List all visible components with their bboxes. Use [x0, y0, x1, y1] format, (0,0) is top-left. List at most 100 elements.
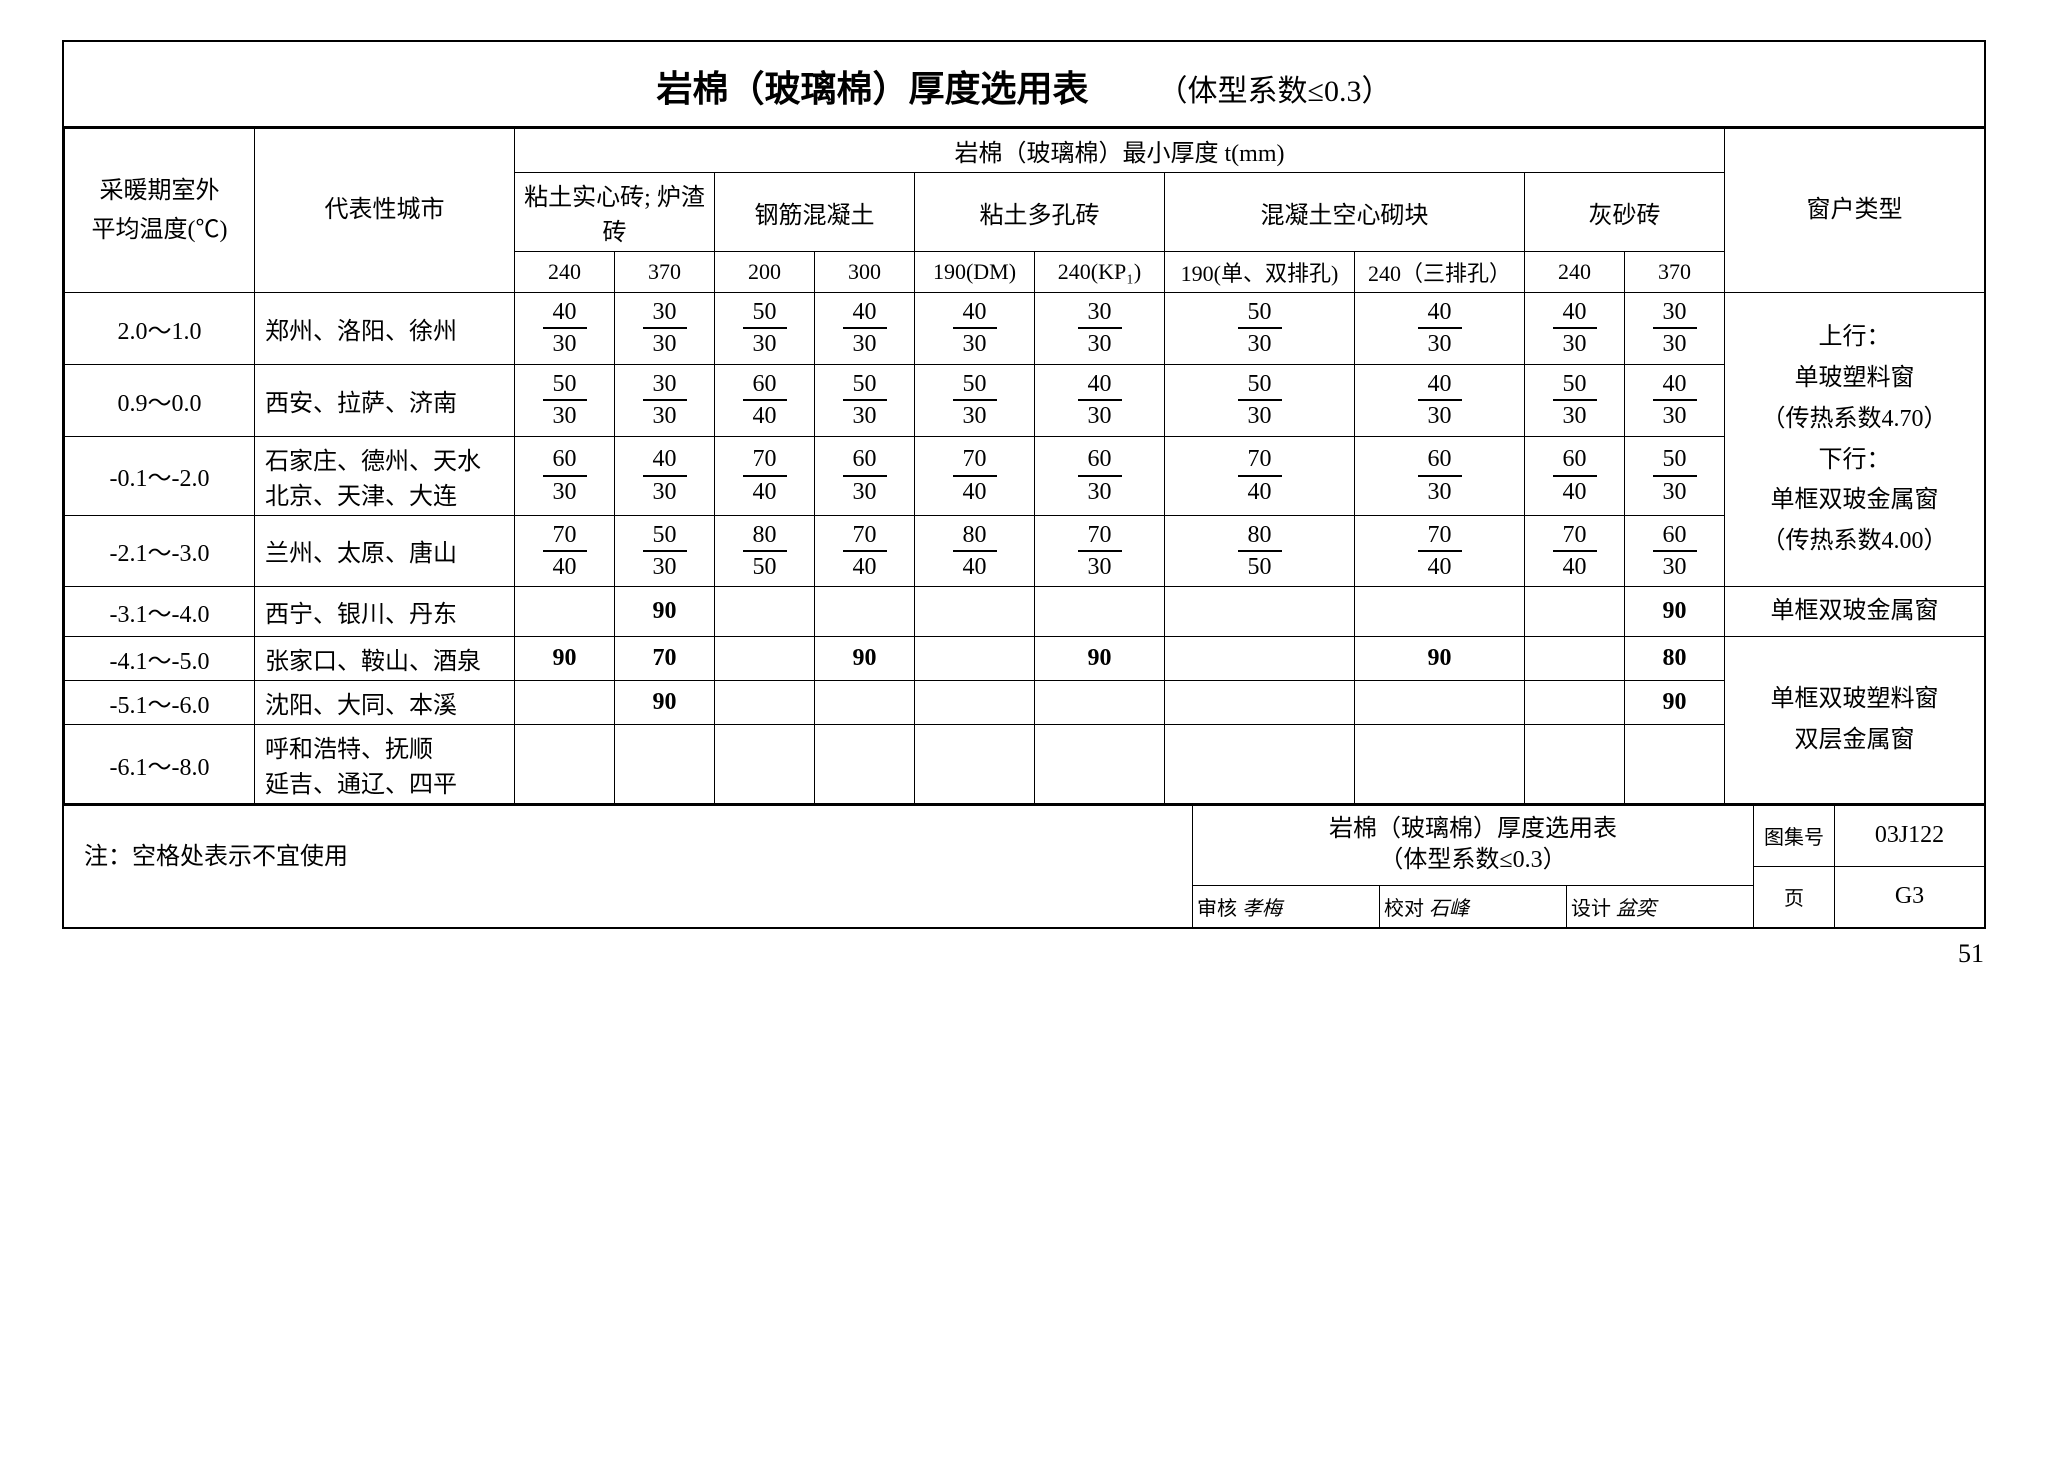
group-header-cell: 钢筋混凝土	[715, 173, 915, 252]
table-row: 0.9～0.0西安、拉萨、济南5030303060405030503040305…	[65, 364, 1985, 436]
footnote: 注：空格处表示不宜使用	[64, 806, 1193, 926]
value-cell: 90	[615, 681, 715, 725]
value-cell: 7040	[515, 515, 615, 587]
value-cell	[915, 725, 1035, 804]
temp-cell: -6.1～-8.0	[65, 725, 255, 804]
value-cell: 3030	[1625, 293, 1725, 365]
page-title: 岩棉（玻璃棉）厚度选用表	[657, 69, 1089, 109]
value-cell: 3030	[615, 364, 715, 436]
value-cell: 90	[815, 637, 915, 681]
sub-header-cell: 200	[715, 252, 815, 293]
value-cell	[815, 587, 915, 637]
col-window-header: 窗户类型	[1725, 129, 1985, 293]
table-row: -0.1～-2.0石家庄、德州、天水 北京、天津、大连6030403070406…	[65, 436, 1985, 515]
group-header-cell: 灰砂砖	[1525, 173, 1725, 252]
value-cell: 6040	[1525, 436, 1625, 515]
value-cell	[515, 725, 615, 804]
value-cell: 4030	[815, 293, 915, 365]
city-cell: 西宁、银川、丹东	[255, 587, 515, 637]
value-cell	[815, 725, 915, 804]
value-cell: 6030	[1035, 436, 1165, 515]
temp-cell: -4.1～-5.0	[65, 637, 255, 681]
value-cell: 5030	[1165, 364, 1355, 436]
meta-value: 03J122	[1835, 806, 1984, 866]
table-row: -2.1～-3.0兰州、太原、唐山70405030805070408040703…	[65, 515, 1985, 587]
temp-cell: 0.9～0.0	[65, 364, 255, 436]
value-cell: 7040	[1355, 515, 1525, 587]
value-cell: 8040	[915, 515, 1035, 587]
temp-cell: 2.0～1.0	[65, 293, 255, 365]
meta-label: 图集号	[1754, 806, 1835, 866]
value-cell	[915, 587, 1035, 637]
value-cell	[1165, 637, 1355, 681]
value-cell	[715, 587, 815, 637]
value-cell: 8050	[1165, 515, 1355, 587]
value-cell: 3030	[615, 293, 715, 365]
signature-cell: 校对 石峰	[1380, 886, 1567, 927]
value-cell	[515, 681, 615, 725]
value-cell: 5030	[515, 364, 615, 436]
sub-header-cell: 370	[615, 252, 715, 293]
value-cell: 6030	[1625, 515, 1725, 587]
window-notes-cell: 上行： 单玻塑料窗 （传热系数4.70） 下行： 单框双玻金属窗 （传热系数4.…	[1725, 293, 1985, 587]
value-cell	[1525, 637, 1625, 681]
value-cell: 6030	[815, 436, 915, 515]
value-cell: 6040	[715, 364, 815, 436]
value-cell: 90	[1355, 637, 1525, 681]
group-header-cell: 混凝土空心砌块	[1165, 173, 1525, 252]
table-row: -5.1～-6.0沈阳、大同、本溪9090	[65, 681, 1985, 725]
value-cell	[1035, 725, 1165, 804]
value-cell: 7040	[815, 515, 915, 587]
page-subtitle: （体型系数≤0.3）	[1158, 75, 1392, 108]
value-cell: 7040	[1165, 436, 1355, 515]
value-cell: 5030	[1165, 293, 1355, 365]
signature-cell: 审核 孝梅	[1193, 886, 1380, 927]
sub-header-cell: 240	[515, 252, 615, 293]
signature-cell: 设计 盆奕	[1567, 886, 1753, 927]
value-cell	[715, 725, 815, 804]
meta-label: 页	[1754, 867, 1835, 927]
value-cell: 5030	[815, 364, 915, 436]
value-cell	[1355, 681, 1525, 725]
window-type-cell: 单框双玻塑料窗 双层金属窗	[1725, 637, 1985, 804]
value-cell: 4030	[1525, 293, 1625, 365]
temp-cell: -0.1～-2.0	[65, 436, 255, 515]
footer-title: 岩棉（玻璃棉）厚度选用表 （体型系数≤0.3）	[1329, 816, 1617, 873]
table-row: -3.1～-4.0西宁、银川、丹东9090单框双玻金属窗	[65, 587, 1985, 637]
value-cell: 90	[1625, 587, 1725, 637]
sub-header-cell: 240（三排孔）	[1355, 252, 1525, 293]
value-cell: 3030	[1035, 293, 1165, 365]
temp-cell: -2.1～-3.0	[65, 515, 255, 587]
group-header: 岩棉（玻璃棉）最小厚度 t(mm)	[515, 129, 1725, 173]
sub-header-cell: 300	[815, 252, 915, 293]
city-cell: 石家庄、德州、天水 北京、天津、大连	[255, 436, 515, 515]
sub-header-cell: 240(KP₁)	[1035, 252, 1165, 293]
sub-header-cell: 190(单、双排孔)	[1165, 252, 1355, 293]
sub-header-cell: 240	[1525, 252, 1625, 293]
temp-cell: -3.1～-4.0	[65, 587, 255, 637]
value-cell	[1625, 725, 1725, 804]
value-cell	[1355, 725, 1525, 804]
value-cell	[915, 681, 1035, 725]
table-row: 2.0～1.0郑州、洛阳、徐州4030303050304030403030305…	[65, 293, 1985, 365]
city-cell: 西安、拉萨、济南	[255, 364, 515, 436]
value-cell: 5030	[1625, 436, 1725, 515]
value-cell: 80	[1625, 637, 1725, 681]
value-cell	[1165, 587, 1355, 637]
value-cell: 5030	[915, 364, 1035, 436]
table-head: 采暖期室外 平均温度(℃) 代表性城市 岩棉（玻璃棉）最小厚度 t(mm) 窗户…	[65, 129, 1985, 293]
value-cell	[1525, 587, 1625, 637]
value-cell: 6030	[515, 436, 615, 515]
value-cell	[915, 637, 1035, 681]
value-cell	[1525, 681, 1625, 725]
value-cell	[1355, 587, 1525, 637]
group-header-cell: 粘土实心砖; 炉渣砖	[515, 173, 715, 252]
value-cell: 90	[515, 637, 615, 681]
value-cell	[1165, 725, 1355, 804]
value-cell: 5030	[1525, 364, 1625, 436]
window-type-cell: 单框双玻金属窗	[1725, 587, 1985, 637]
meta-row: 页G3	[1754, 867, 1984, 927]
value-cell: 90	[1625, 681, 1725, 725]
temp-cell: -5.1～-6.0	[65, 681, 255, 725]
value-cell: 7030	[1035, 515, 1165, 587]
